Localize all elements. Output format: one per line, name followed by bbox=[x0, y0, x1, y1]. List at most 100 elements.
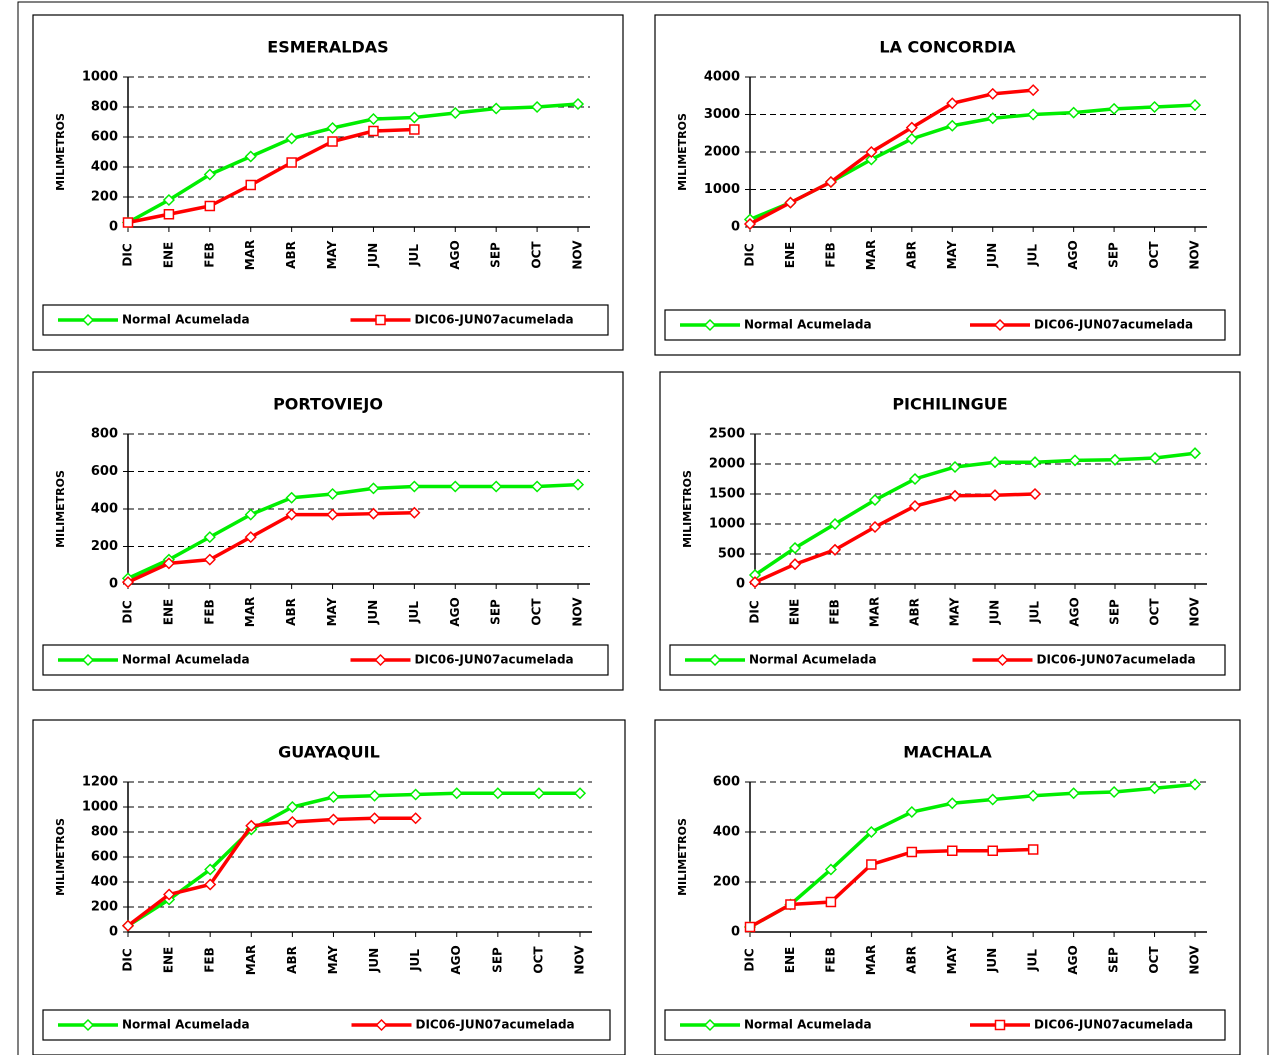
x-tick-label: ABR bbox=[908, 598, 922, 626]
marker bbox=[708, 653, 722, 667]
series-line bbox=[127, 791, 580, 928]
series-line bbox=[127, 482, 579, 580]
marker bbox=[244, 508, 257, 521]
series-line bbox=[127, 102, 579, 225]
x-tick-label: NOV bbox=[1188, 945, 1202, 975]
x-tick-label: MAY bbox=[945, 240, 959, 269]
marker bbox=[409, 124, 420, 135]
marker bbox=[1028, 456, 1042, 469]
x-tick-label: FEB bbox=[203, 947, 217, 973]
x-tick-label: MAR bbox=[243, 597, 257, 627]
x-tick-label: OCT bbox=[1148, 598, 1162, 626]
y-tick-label: 500 bbox=[718, 547, 745, 562]
marker bbox=[285, 132, 298, 145]
marker bbox=[121, 576, 135, 589]
marker bbox=[204, 878, 217, 891]
series-line bbox=[126, 816, 416, 928]
marker bbox=[204, 863, 217, 876]
chart-title: GUAYAQUIL bbox=[278, 743, 380, 762]
x-tick-label: DIC bbox=[743, 243, 757, 266]
x-tick-label: DIC bbox=[743, 948, 757, 971]
marker bbox=[866, 859, 877, 870]
outer-frame bbox=[17, 1, 1269, 1059]
marker bbox=[788, 558, 802, 571]
marker bbox=[1188, 447, 1202, 460]
marker bbox=[286, 815, 299, 829]
x-tick-label: AGO bbox=[448, 240, 462, 269]
x-tick-label: AGO bbox=[1068, 597, 1082, 626]
marker bbox=[1028, 487, 1042, 501]
x-tick-label: JUN bbox=[985, 243, 999, 268]
marker bbox=[1188, 778, 1202, 791]
chart-panel: PORTOVIEJO MILIMETROS 0 200 400 600 800 DIC ENE F… bbox=[32, 371, 624, 691]
marker bbox=[947, 845, 958, 856]
marker bbox=[1067, 787, 1080, 800]
x-tick-label: MAY bbox=[945, 945, 959, 974]
marker bbox=[162, 557, 175, 570]
y-tick-label: 600 bbox=[91, 464, 118, 479]
x-tick-label: DIC bbox=[748, 600, 762, 623]
legend-label: Normal Acumelada bbox=[122, 653, 250, 667]
panel-frame bbox=[32, 14, 624, 351]
marker bbox=[122, 217, 134, 228]
marker bbox=[996, 653, 1009, 667]
marker bbox=[1108, 785, 1121, 799]
x-tick-label: OCT bbox=[1147, 241, 1161, 269]
series-line bbox=[127, 511, 415, 584]
x-tick-label: DIC bbox=[121, 948, 135, 971]
marker bbox=[865, 153, 878, 166]
y-tick-label: 0 bbox=[109, 925, 118, 940]
marker bbox=[81, 313, 95, 327]
x-tick-label: MAR bbox=[244, 945, 258, 975]
y-tick-label: 1000 bbox=[82, 70, 118, 85]
y-tick-label: 1000 bbox=[709, 517, 745, 532]
marker bbox=[368, 789, 381, 802]
marker bbox=[163, 888, 176, 901]
y-tick-label: 0 bbox=[109, 220, 118, 235]
marker bbox=[531, 480, 544, 493]
legend-box bbox=[664, 309, 1226, 341]
marker bbox=[986, 112, 999, 125]
marker bbox=[491, 787, 504, 800]
x-tick-label: MAR bbox=[864, 945, 878, 975]
marker bbox=[163, 209, 175, 220]
marker bbox=[81, 653, 95, 667]
marker bbox=[203, 168, 216, 181]
y-tick-label: 2500 bbox=[709, 427, 745, 442]
y-tick-label: 800 bbox=[91, 427, 118, 442]
x-tick-label: MAY bbox=[326, 945, 340, 974]
y-tick-label: 400 bbox=[713, 825, 740, 840]
x-tick-label: ABR bbox=[284, 241, 298, 269]
series-line bbox=[749, 847, 1034, 929]
chart-panel: PICHILINGUE MILIMETROS 0 500 1000 1500 2000 250… bbox=[659, 371, 1241, 691]
marker bbox=[1148, 451, 1162, 465]
y-tick-label: 1000 bbox=[704, 182, 740, 197]
legend-label: Normal Acumelada bbox=[744, 1018, 872, 1032]
marker bbox=[788, 541, 802, 555]
marker bbox=[948, 489, 962, 502]
x-tick-label: FEB bbox=[202, 242, 216, 268]
marker bbox=[573, 787, 587, 800]
x-tick-label: SEP bbox=[489, 599, 503, 625]
marker bbox=[531, 100, 544, 114]
y-tick-label: 400 bbox=[91, 875, 118, 890]
marker bbox=[993, 318, 1007, 332]
legend-label: DIC06-JUN07acumelada bbox=[416, 1018, 575, 1032]
marker bbox=[828, 517, 842, 531]
x-tick-label: SEP bbox=[1107, 947, 1121, 973]
y-tick-label: 600 bbox=[713, 775, 740, 790]
x-tick-label: JUN bbox=[366, 243, 380, 268]
x-tick-label: OCT bbox=[530, 241, 544, 269]
marker bbox=[743, 217, 757, 231]
marker bbox=[368, 812, 381, 825]
marker bbox=[784, 196, 797, 209]
marker bbox=[1108, 102, 1121, 115]
x-tick-label: OCT bbox=[531, 946, 545, 974]
x-tick-label: JUL bbox=[1026, 244, 1040, 267]
marker bbox=[1067, 106, 1080, 119]
marker bbox=[946, 797, 959, 810]
marker bbox=[245, 179, 256, 191]
x-tick-label: MAY bbox=[325, 240, 339, 269]
panel-frame bbox=[659, 371, 1241, 691]
marker bbox=[286, 800, 299, 814]
